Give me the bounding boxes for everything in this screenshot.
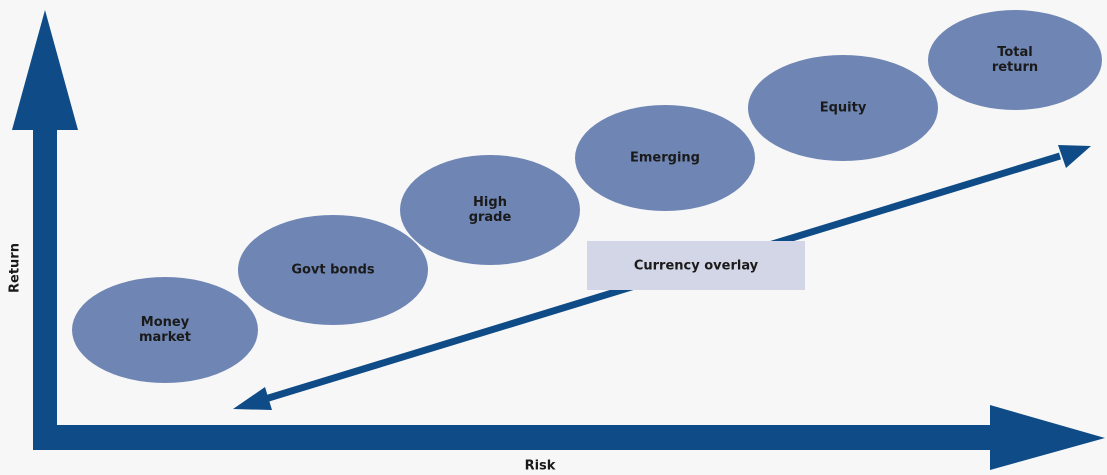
overlay-label: Currency overlay — [634, 259, 759, 274]
y-axis-label: Return — [8, 243, 23, 293]
node-label: return — [992, 60, 1038, 75]
node-label: market — [139, 330, 191, 345]
node-ellipse — [748, 55, 938, 161]
node-ellipse — [928, 10, 1102, 110]
node-label: Emerging — [630, 151, 700, 166]
y-axis-shaft — [33, 125, 57, 428]
node-ellipse — [238, 215, 428, 325]
node-ellipse — [575, 105, 755, 211]
node-ellipse — [400, 155, 580, 265]
node-label: Equity — [820, 101, 867, 116]
x-axis-shaft — [33, 425, 995, 450]
y-axis-arrowhead — [12, 10, 78, 130]
node-ellipse — [72, 277, 258, 383]
overlay-box — [587, 241, 805, 290]
overlay-arrowhead-left — [233, 387, 272, 410]
x-axis-label: Risk — [525, 459, 556, 474]
x-axis-arrowhead — [990, 405, 1105, 470]
node-label: grade — [469, 210, 512, 225]
overlay-arrowhead-right — [1058, 145, 1091, 168]
node-label: High — [473, 195, 507, 210]
node-label: Govt bonds — [291, 263, 375, 278]
node-label: Total — [997, 45, 1033, 60]
node-label: Money — [141, 315, 190, 330]
